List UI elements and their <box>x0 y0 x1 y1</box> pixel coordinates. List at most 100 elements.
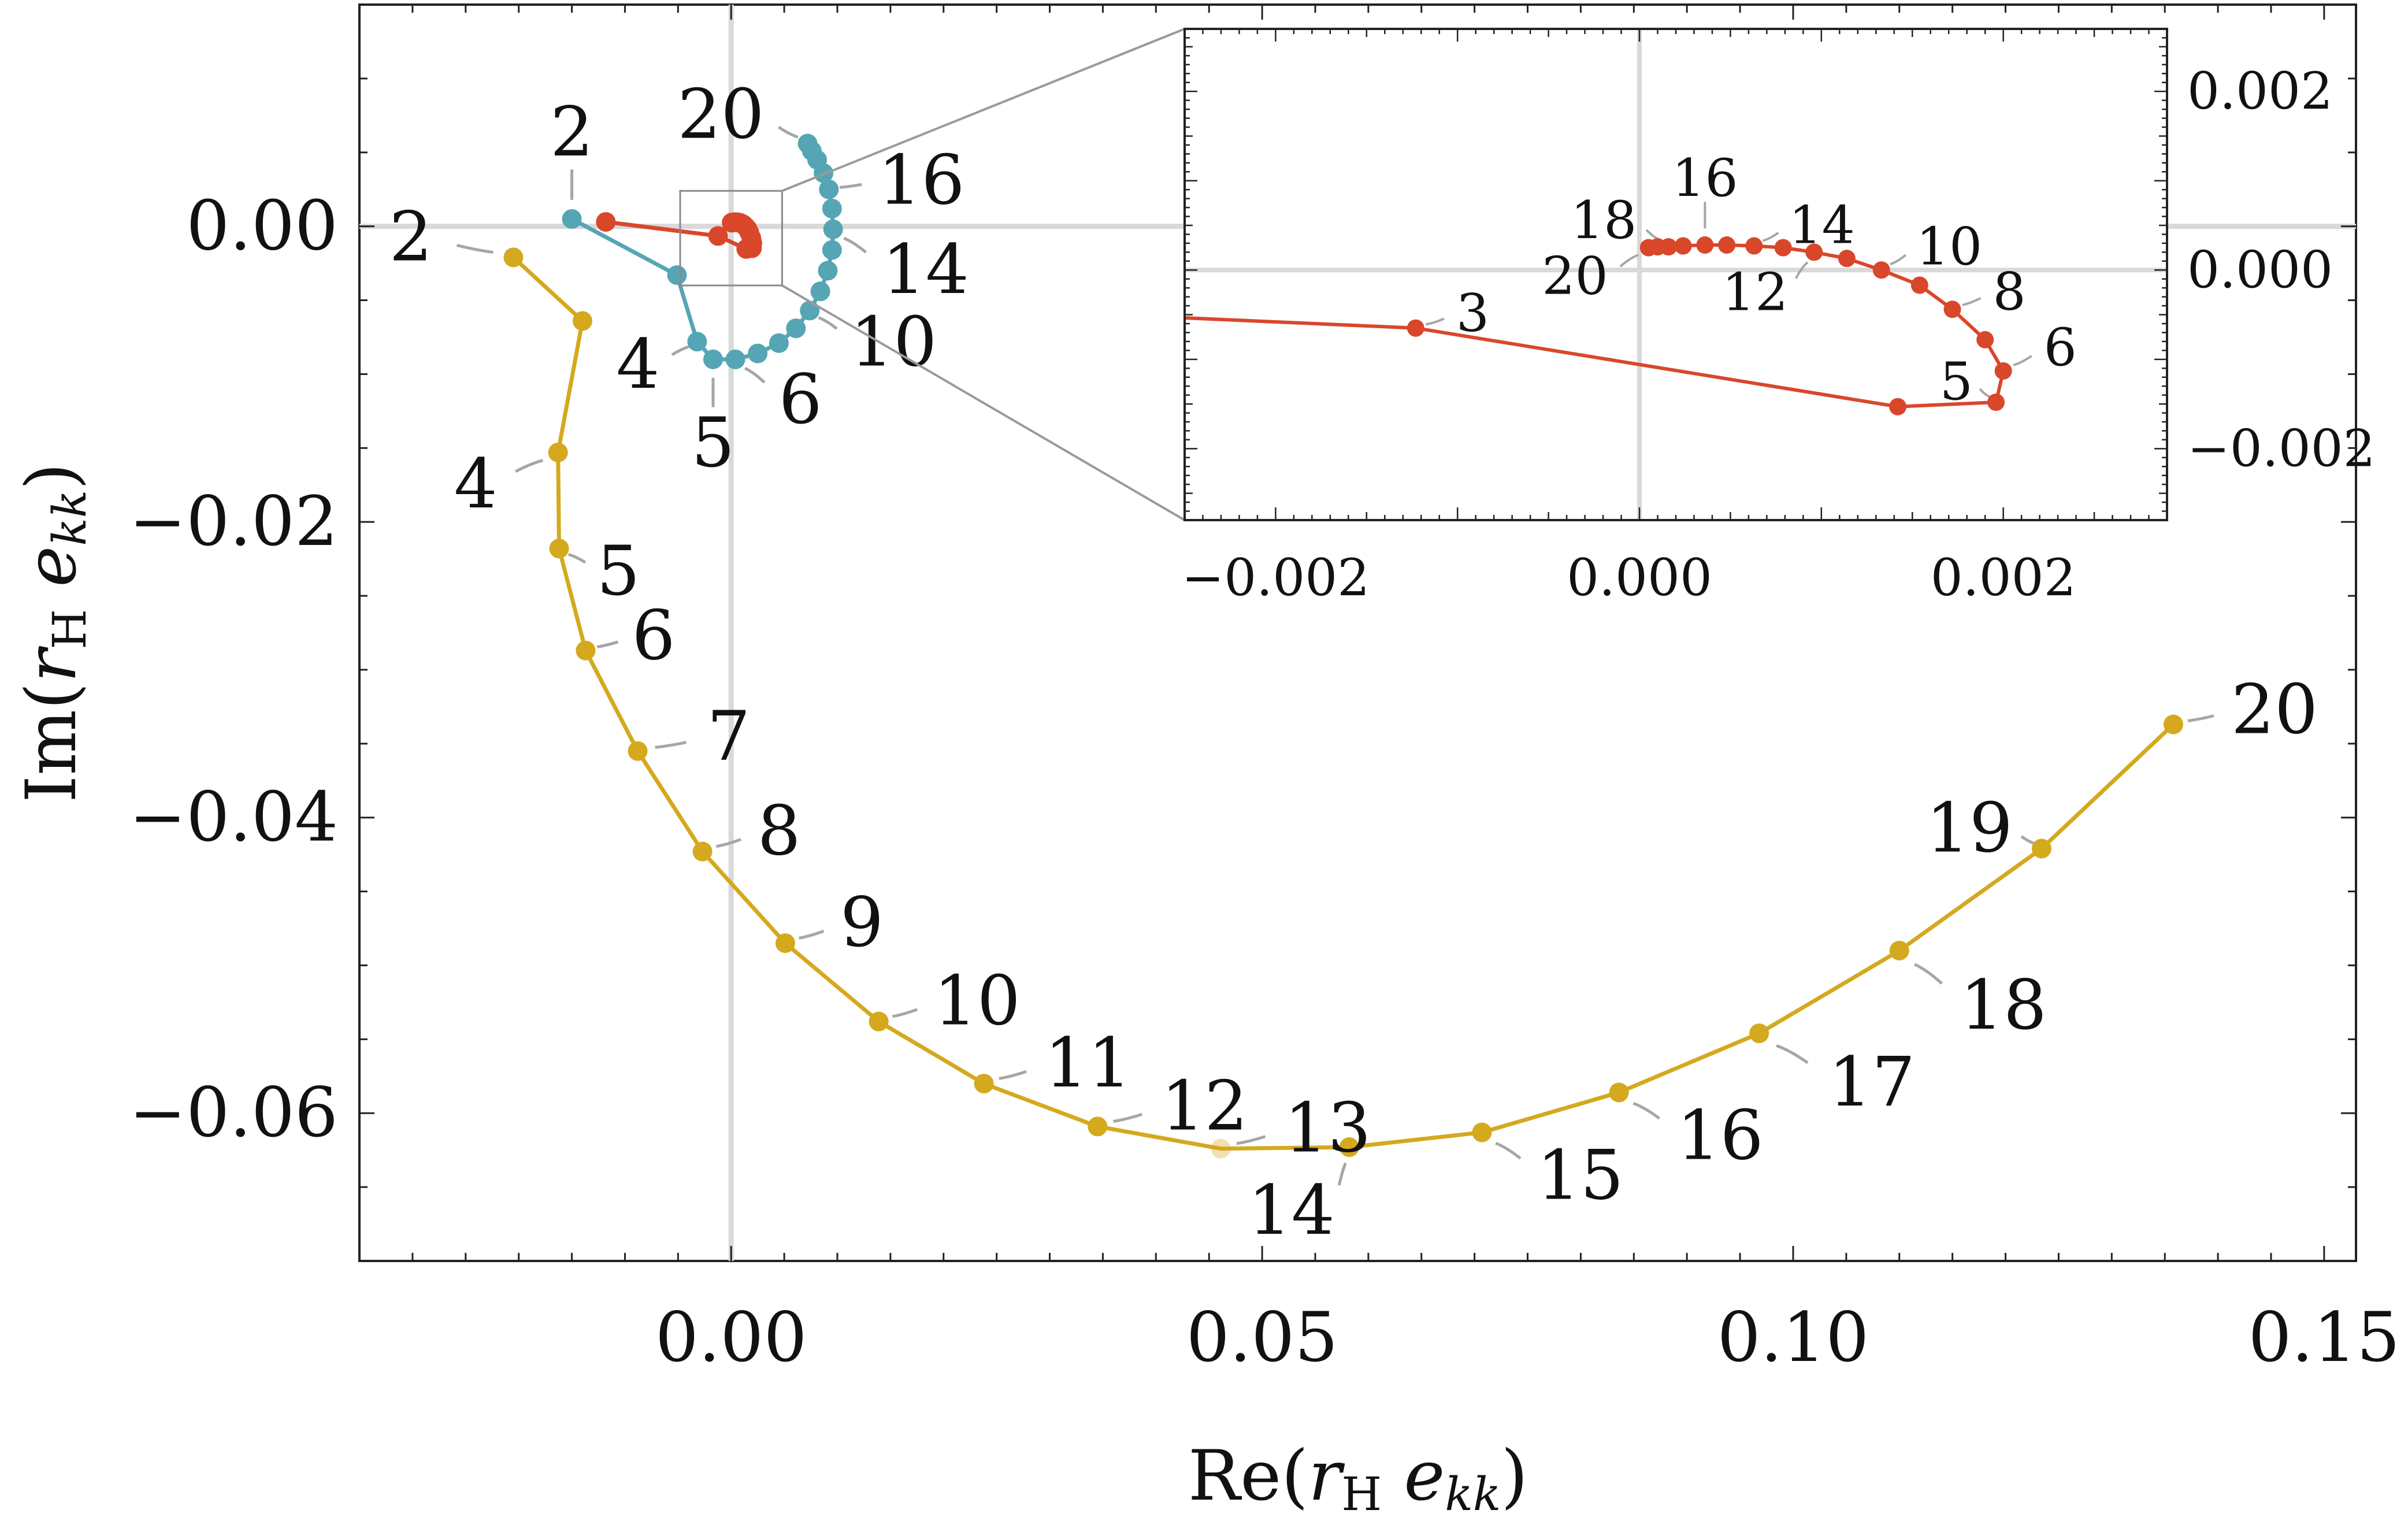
teal-series-point <box>818 261 838 281</box>
inset-series <box>1185 236 2012 416</box>
yellow-point-label: 18 <box>1960 965 2047 1045</box>
teal-series-point <box>703 349 723 369</box>
inset-red-series-point <box>1976 331 1994 348</box>
yellow-label-leader <box>715 838 741 848</box>
yellow-label-leader <box>799 929 825 940</box>
inset-point-label: 6 <box>2044 317 2077 378</box>
yellow-label-leader <box>2020 835 2035 845</box>
x-axis-title: Re(rH ekk) <box>1188 1436 1528 1521</box>
teal-series-point <box>725 349 745 369</box>
yellow-series-point <box>1088 1116 1108 1137</box>
yellow-series-point <box>549 539 569 559</box>
inset-point-label: 3 <box>1456 283 1489 344</box>
inset-zero-lines <box>1185 29 2167 520</box>
yellow-series-point <box>1609 1082 1629 1103</box>
yellow-series-point <box>692 841 713 862</box>
yellow-label-leader <box>892 1008 918 1018</box>
teal-point-label: 20 <box>677 74 764 154</box>
yellow-label-leader <box>1337 1162 1347 1186</box>
teal-label-leader <box>744 366 766 384</box>
inset-red-series-point <box>1745 237 1763 255</box>
teal-series-point <box>823 219 843 239</box>
teal-point-label: 10 <box>850 302 937 381</box>
x-tick-label: 0.05 <box>1186 1297 1338 1377</box>
label-leaders <box>456 125 2214 1186</box>
main-series <box>503 133 2183 1159</box>
teal-series-point <box>562 209 582 229</box>
yellow-point-label: 19 <box>1926 788 2013 867</box>
main-plot-frame <box>358 3 2357 1262</box>
yellow-series-point <box>869 1011 889 1032</box>
yellow-series-point <box>1749 1023 1769 1044</box>
teal-label-leader <box>777 125 799 139</box>
teal-series-point <box>786 318 806 339</box>
inset-tick-labels: −0.002 0.000 0.002 0.002 0.000 −0.002 <box>1182 61 2376 607</box>
inset-red-series-point <box>1805 243 1823 261</box>
main-minor-ticks <box>358 5 2356 1262</box>
inset-label-leader <box>1425 317 1445 326</box>
y-tick-label: −0.06 <box>129 1073 338 1152</box>
yellow-series-point <box>775 933 795 954</box>
yellow-label-leader <box>456 243 494 254</box>
red-series-point <box>596 212 616 232</box>
teal-series-point <box>667 265 687 285</box>
inset-point-label: 14 <box>1789 195 1855 256</box>
inset-label-leader <box>1962 296 1982 306</box>
yellow-point-label: 10 <box>934 961 1021 1041</box>
inset-red-series-point <box>1943 301 1961 318</box>
inset-point-label: 10 <box>1916 216 1983 277</box>
inset-red-series-point <box>1889 398 1907 416</box>
inset-x-tick-label: 0.002 <box>1931 548 2076 607</box>
main-tick-labels: 0.00 0.05 0.10 0.15 0.00 −0.02 −0.04 −0.06 <box>129 186 2400 1377</box>
zoom-box <box>679 190 783 287</box>
yellow-label-leader <box>567 552 587 564</box>
inset-label-leader <box>2013 355 2032 366</box>
inset-label-leader <box>1794 261 1809 279</box>
teal-point-label: 14 <box>882 229 969 309</box>
yellow-label-leader <box>597 640 619 648</box>
yellow-point-label: 2 <box>389 196 432 276</box>
yellow-label-leader <box>999 1070 1027 1080</box>
teal-series-point <box>748 343 768 363</box>
red-series-point <box>708 226 728 246</box>
y-tick-label: −0.04 <box>129 777 338 857</box>
teal-series-point <box>800 301 820 321</box>
inset-red-series-point <box>1674 237 1692 255</box>
inset-red-series-point <box>1987 394 2005 411</box>
yellow-point-label: 5 <box>597 531 640 611</box>
inset-point-label: 8 <box>1993 261 2026 322</box>
yellow-point-label: 17 <box>1828 1042 1915 1122</box>
yellow-series-point <box>974 1074 994 1094</box>
yellow-label-leader <box>1632 1101 1661 1120</box>
yellow-label-leader <box>2187 714 2214 722</box>
teal-label-leader <box>818 316 838 330</box>
inset-point-label: 16 <box>1672 148 1738 209</box>
yellow-point-label: 8 <box>758 791 801 871</box>
inset-x-tick-label: 0.000 <box>1567 548 1712 607</box>
yellow-point-label: 6 <box>632 596 675 676</box>
yellow-label-leader <box>1236 1135 1266 1145</box>
zoom-connector-bottom <box>781 284 1186 521</box>
inset-y-tick-label: 0.000 <box>2187 240 2333 299</box>
inset-point-label: 18 <box>1571 190 1637 251</box>
inset-label-leader <box>1762 232 1779 242</box>
inset-background <box>1185 29 2167 520</box>
teal-series-point <box>687 332 707 352</box>
teal-point-label: 6 <box>779 359 822 439</box>
inset-red-series-point <box>1910 276 1928 294</box>
yellow-label-leader <box>1113 1112 1143 1123</box>
yellow-series-point <box>1472 1122 1492 1142</box>
yellow-point-label: 16 <box>1677 1095 1764 1175</box>
yellow-series-point <box>2163 714 2183 735</box>
yellow-series-point <box>1339 1137 1359 1158</box>
yellow-point-label: 4 <box>454 444 498 524</box>
x-tick-label: 0.10 <box>1717 1297 1869 1377</box>
yellow-series-point <box>1889 940 1909 960</box>
yellow-point-label: 15 <box>1537 1135 1624 1215</box>
inset-point-label: 12 <box>1722 262 1789 322</box>
inset-red-series-point <box>1994 362 2012 380</box>
teal-label-leader <box>843 236 867 254</box>
red-series-point <box>722 213 742 233</box>
